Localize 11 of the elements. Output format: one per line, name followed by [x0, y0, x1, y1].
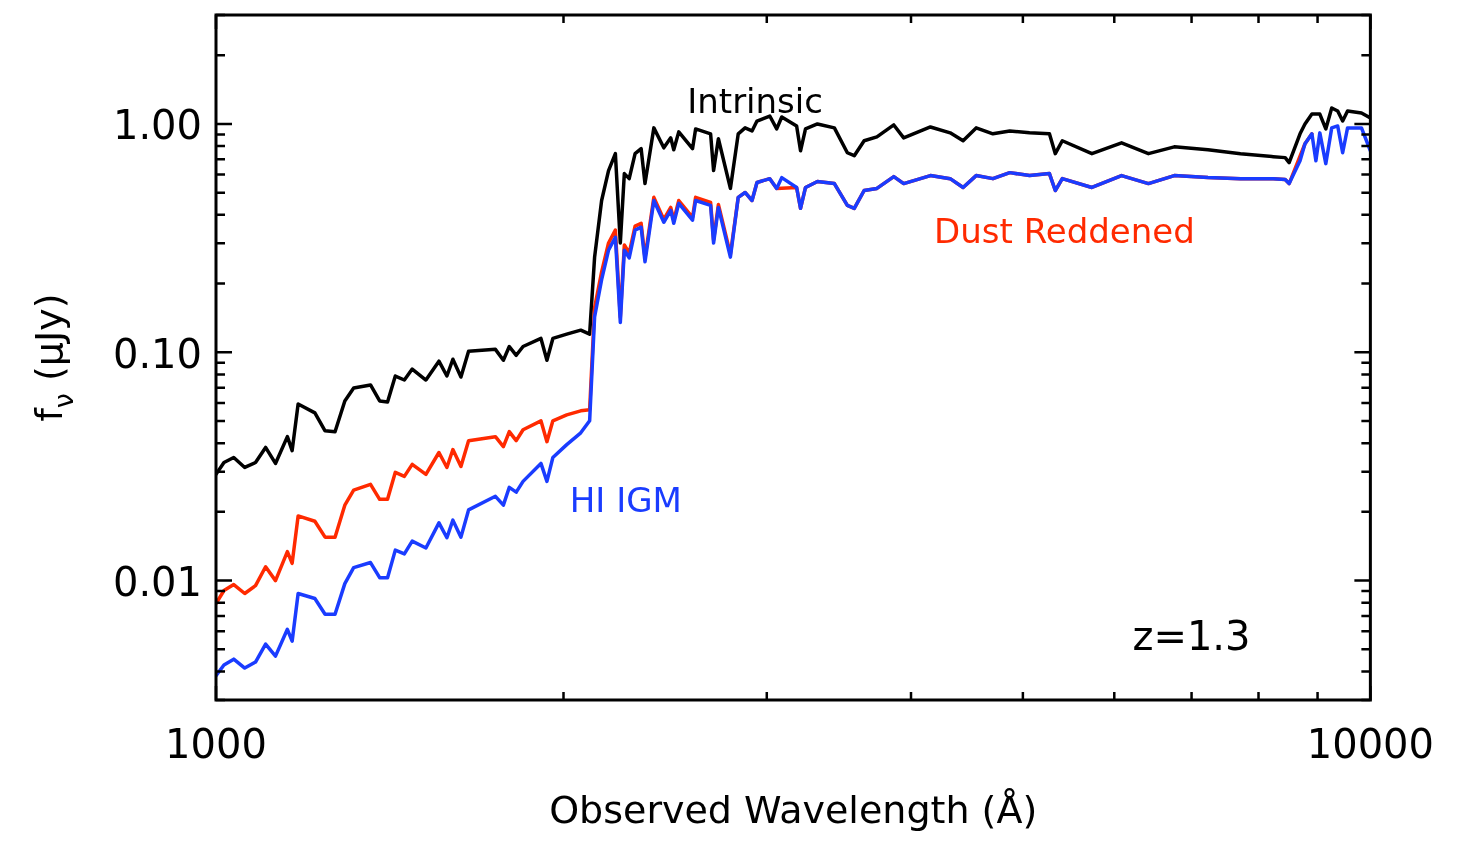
y-tick-label: 0.01: [112, 559, 202, 606]
series-label: HI IGM: [569, 480, 682, 521]
series-label: Intrinsic: [687, 81, 823, 122]
x-tick-label: 10000: [1306, 721, 1434, 768]
annotation: z=1.3: [1132, 612, 1251, 659]
x-tick-label: 1000: [165, 721, 267, 768]
y-axis-title: fν (μJy): [26, 293, 79, 422]
y-tick-label: 1.00: [112, 102, 202, 149]
x-axis-title: Observed Wavelength (Å): [549, 788, 1038, 833]
series-label: Dust Reddened: [934, 211, 1195, 252]
y-tick-label: 0.10: [112, 330, 202, 377]
